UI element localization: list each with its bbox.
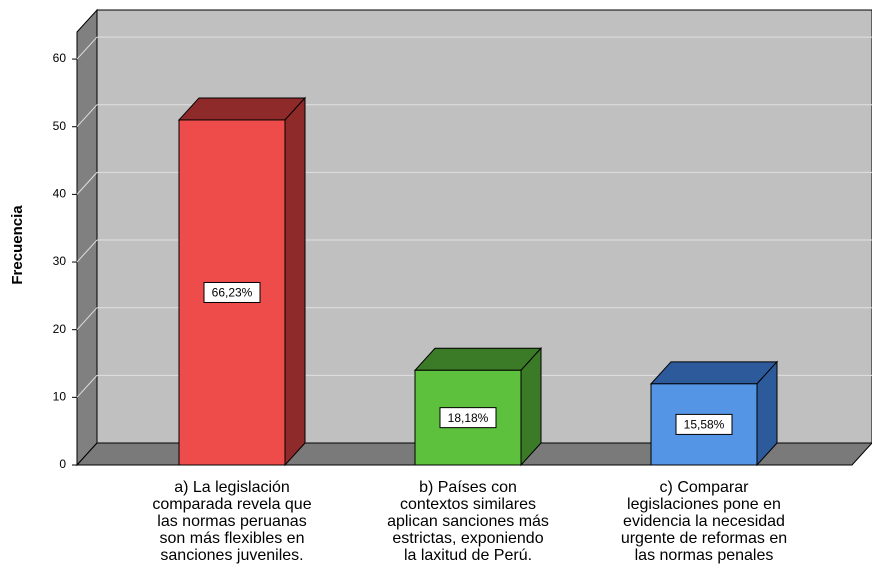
data-label: 15,58%: [684, 418, 725, 432]
grid-line: [76, 239, 98, 263]
data-label-box: [203, 281, 261, 303]
data-label-box: [675, 413, 733, 435]
bar-top: [413, 347, 543, 371]
data-label-box: [439, 407, 497, 429]
data-label: 66,23%: [212, 286, 253, 300]
grid-line: [76, 104, 98, 128]
grid-line: [76, 307, 98, 331]
x-tick-label: a) La legislación comparada revela que l…: [152, 479, 312, 564]
grid-line: [76, 375, 98, 398]
y-tick-label: 0: [59, 457, 66, 471]
y-tick-label: 50: [53, 119, 67, 133]
y-tick-label: 20: [53, 322, 67, 336]
left-wall: [76, 8, 98, 467]
bar-top: [649, 361, 779, 385]
bar-side: [284, 96, 306, 467]
data-label: 18,18%: [448, 411, 489, 425]
bar-top: [177, 97, 307, 121]
y-tick-label: 30: [53, 254, 67, 268]
grid-line: [76, 172, 98, 195]
x-tick-label: c) Comparar legislaciones pone en eviden…: [620, 479, 788, 564]
y-tick-label: 40: [53, 187, 67, 201]
y-tick-label: 60: [53, 51, 67, 65]
y-tick-label: 10: [53, 390, 67, 404]
x-tick-label: b) Países con contextos similares aplica…: [387, 479, 549, 564]
grid-line: [76, 36, 98, 60]
y-axis-label: Frecuencia: [9, 205, 26, 285]
